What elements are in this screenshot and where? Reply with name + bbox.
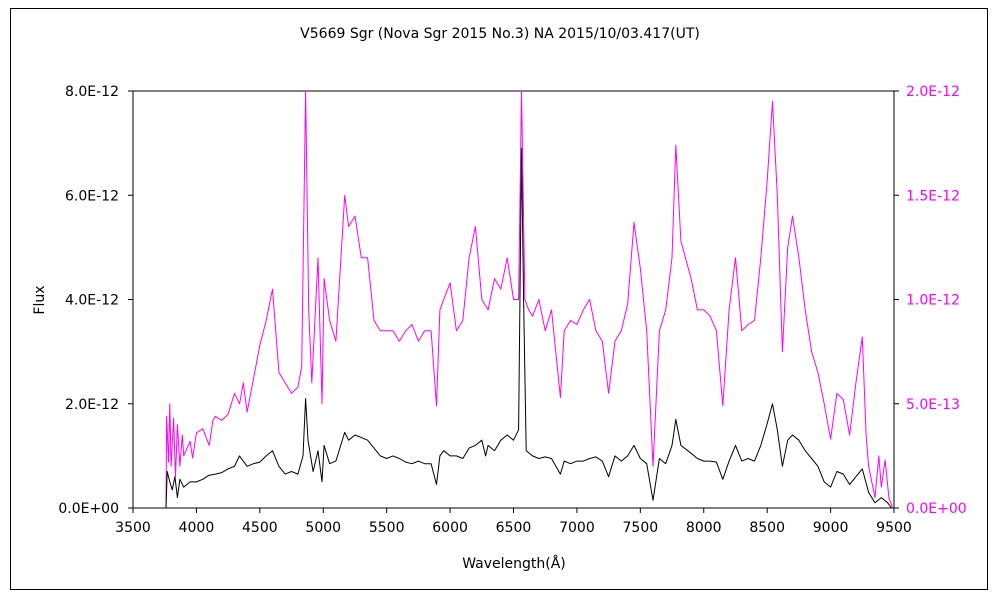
x-axis: 3500 4000 4500 5000 5500 6000 6500 7000 7500 8000… — [115, 508, 912, 536]
y-axis-title: Flux — [32, 285, 48, 314]
chart-title: V5669 Sgr (Nova Sgr 2015 No.3) NA 2015/1… — [300, 26, 700, 42]
x-tick-label: 9500 — [876, 520, 912, 536]
x-tick-label: 5500 — [369, 520, 405, 536]
x-tick-label: 8000 — [686, 520, 722, 536]
y2-tick-label: 5.0E-13 — [906, 397, 960, 413]
x-tick-label: 7000 — [559, 520, 595, 536]
y2-tick-label: 0.0E+00 — [906, 501, 967, 517]
x-tick-label: 6000 — [432, 520, 468, 536]
x-tick-label: 6500 — [496, 520, 532, 536]
x-tick-label: 4000 — [179, 520, 215, 536]
y-tick-label: 4.0E-12 — [65, 293, 119, 309]
chart-frame — [10, 8, 988, 590]
x-tick-label: 4500 — [242, 520, 278, 536]
y-axis-right: 0.0E+00 5.0E-13 1.0E-12 1.5E-12 2.0E-12 — [894, 84, 967, 517]
y2-tick-label: 1.0E-12 — [906, 293, 960, 309]
series-line-magenta — [165, 90, 894, 509]
x-tick-label: 7500 — [623, 520, 659, 536]
x-tick-label: 5000 — [305, 520, 341, 536]
series-line-black — [165, 147, 892, 509]
y-tick-label: 8.0E-12 — [65, 84, 119, 100]
y-tick-label: 2.0E-12 — [65, 397, 119, 413]
y2-tick-label: 1.5E-12 — [906, 188, 960, 204]
y2-tick-label: 2.0E-12 — [906, 84, 960, 100]
x-tick-label: 9000 — [813, 520, 849, 536]
y-axis-left: 0.0E+00 2.0E-12 4.0E-12 6.0E-12 8.0E-12 — [58, 84, 133, 517]
x-tick-label: 3500 — [115, 520, 151, 536]
y-tick-label: 6.0E-12 — [65, 188, 119, 204]
x-tick-label: 8500 — [749, 520, 785, 536]
y-tick-label: 0.0E+00 — [58, 501, 119, 517]
x-axis-title: Wavelength(Å) — [462, 555, 566, 572]
series-layer — [165, 90, 894, 509]
